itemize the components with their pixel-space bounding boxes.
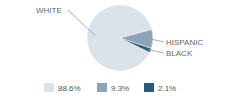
legend-swatch	[97, 83, 107, 92]
category-label: BLACK	[166, 49, 193, 58]
legend-label: 88.6%	[58, 84, 81, 93]
leader-line	[68, 10, 95, 36]
chart: WHITE HISPANIC BLACK 88.6% 9.3% 2.1%	[0, 0, 240, 100]
legend-swatch	[44, 83, 54, 92]
legend-label: 9.3%	[111, 84, 129, 93]
category-label: HISPANIC	[166, 38, 203, 47]
leader-line	[150, 39, 164, 42]
category-label: WHITE	[36, 6, 62, 15]
legend-swatch	[144, 83, 154, 92]
legend-label: 2.1%	[158, 84, 176, 93]
pie	[87, 5, 153, 71]
slice	[120, 38, 151, 52]
leader-line	[148, 49, 164, 53]
legend: 88.6% 9.3% 2.1%	[44, 83, 176, 93]
